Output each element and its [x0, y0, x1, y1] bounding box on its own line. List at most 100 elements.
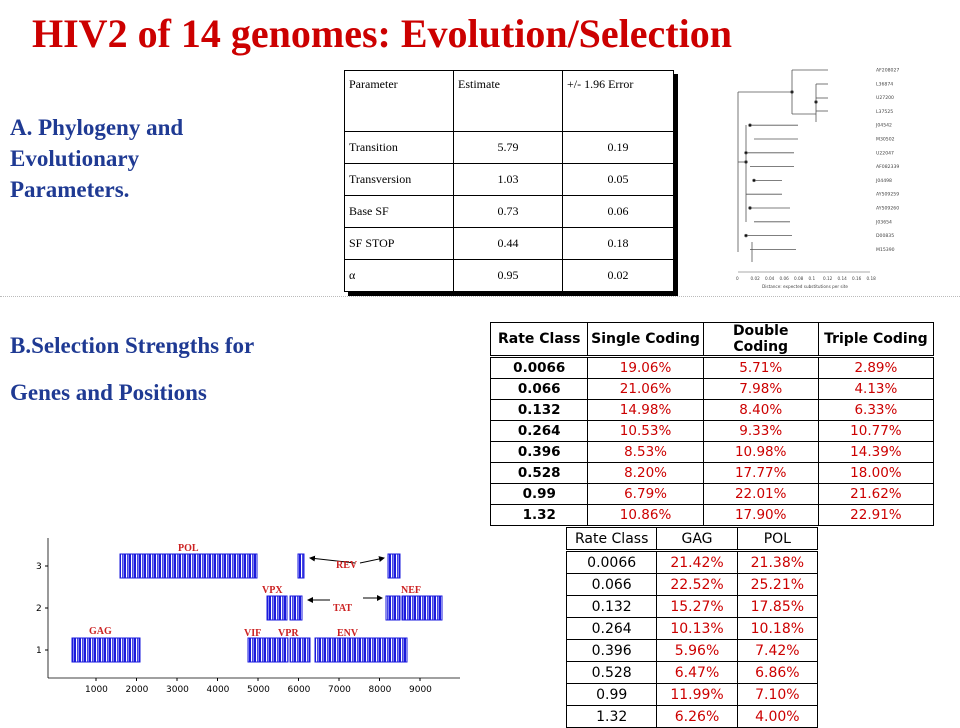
tat-exon2-bar: [385, 595, 401, 621]
rate-class-cell: 0.066: [565, 573, 658, 596]
percentage-cell: 6.86%: [736, 661, 819, 684]
genome-x-tick-label: 3000: [166, 685, 189, 695]
table-header-cell: Double Coding: [702, 322, 819, 358]
genome-x-tick-label: 8000: [369, 685, 392, 695]
pol-gene-bar: [119, 553, 258, 579]
percentage-cell: 10.98%: [702, 441, 819, 463]
percentage-cell: 5.96%: [656, 639, 738, 662]
vif-gene-bar: [247, 637, 289, 663]
tree-axis-tick: 0.1: [809, 276, 816, 281]
table-shadow: [674, 74, 678, 296]
tree-axis-tick: 0.08: [794, 276, 804, 281]
table-header-cell: POL: [736, 527, 819, 552]
percentage-cell: 9.33%: [702, 420, 819, 442]
percentage-cell: 7.98%: [702, 378, 819, 400]
rev-label: REV: [336, 560, 358, 571]
table-row: 0.528 6.47% 6.86%: [565, 661, 819, 684]
percentage-cell: 8.53%: [587, 441, 704, 463]
section-b-heading: B.Selection Strengths for Genes and Posi…: [10, 322, 410, 416]
table-cell: 0.44: [453, 226, 563, 260]
table-row: 0.0066 21.42% 21.38%: [565, 550, 819, 574]
table-row: 0.99 6.79% 22.01% 21.62%: [489, 483, 935, 505]
percentage-cell: 18.00%: [817, 462, 935, 484]
taxon-label: U22047: [876, 150, 894, 156]
tree-axis-tick: 0.02: [751, 276, 761, 281]
table-header-cell: +/- 1.96 Error: [562, 70, 674, 132]
section-a-line: Parameters.: [10, 177, 130, 202]
percentage-cell: 8.40%: [702, 399, 819, 421]
table-cell: 0.73: [453, 194, 563, 228]
table-header-cell: Parameter: [344, 70, 454, 132]
taxon-label: AF082339: [876, 164, 899, 170]
percentage-cell: 14.98%: [587, 399, 704, 421]
table-row: 0.396 5.96% 7.42%: [565, 639, 819, 662]
rate-class-cell: 1.32: [565, 705, 658, 728]
tree-node: [790, 90, 794, 94]
percentage-cell: 17.90%: [702, 504, 819, 526]
env-label: ENV: [337, 628, 359, 639]
table-row: Transition 5.79 0.19: [344, 130, 674, 164]
table-shadow: [348, 292, 678, 296]
slide-title: HIV2 of 14 genomes: Evolution/Selection: [32, 11, 732, 56]
rev-arrow-left: [309, 555, 356, 564]
taxon-label: AY509260: [876, 206, 899, 212]
table-row: 0.132 14.98% 8.40% 6.33%: [489, 399, 935, 421]
percentage-cell: 4.00%: [736, 705, 819, 728]
percentage-cell: 22.01%: [702, 483, 819, 505]
table-cell: 0.05: [562, 162, 674, 196]
table-cell: 0.19: [562, 130, 674, 164]
rate-class-cell: 0.0066: [565, 550, 658, 574]
tree-axis-tick: 0.12: [823, 276, 833, 281]
parameter-table: Parameter Estimate +/- 1.96 Error Transi…: [344, 70, 674, 293]
section-b-line: Genes and Positions: [10, 380, 207, 405]
percentage-cell: 5.71%: [702, 356, 819, 379]
rate-class-cell: 0.396: [565, 639, 658, 662]
table-row: SF STOP 0.44 0.18: [344, 226, 674, 260]
table-row: 0.132 15.27% 17.85%: [565, 595, 819, 618]
percentage-cell: 10.18%: [736, 617, 819, 640]
taxon-label: J03654: [875, 219, 892, 225]
rate-class-cell: 0.528: [565, 661, 658, 684]
alpha-symbol: α: [344, 258, 454, 293]
table-row: 1.32 10.86% 17.90% 22.91%: [489, 504, 935, 526]
taxon-label: U27200: [876, 95, 894, 101]
section-b-line: B.Selection Strengths for: [10, 333, 255, 358]
percentage-cell: 15.27%: [656, 595, 738, 618]
rate-class-cell: 0.066: [489, 378, 589, 400]
tat-label: TAT: [333, 603, 352, 614]
genome-x-tick-label: 7000: [328, 685, 351, 695]
table-header-cell: Single Coding: [587, 322, 704, 358]
table-cell: Transversion: [344, 162, 454, 196]
table-row: Base SF 0.73 0.06: [344, 194, 674, 228]
section-divider: [0, 296, 960, 297]
tree-axis-tick: 0.04: [765, 276, 775, 281]
taxon-label: L36874: [876, 81, 893, 87]
gag-gene-bar: [71, 637, 141, 663]
section-a-heading: A. Phylogeny and Evolutionary Parameters…: [10, 112, 310, 205]
phylogeny-tree: AF208027 L36874 U27200 L37525 J04542 M30502 U2…: [736, 68, 899, 290]
tree-node: [752, 178, 756, 183]
percentage-cell: 7.10%: [736, 683, 819, 706]
table-header-cell: Rate Class: [489, 322, 589, 358]
genome-x-tick-label: 9000: [409, 685, 432, 695]
percentage-cell: 6.47%: [656, 661, 738, 684]
percentage-cell: 21.42%: [656, 550, 738, 574]
table-row: α 0.95 0.02: [344, 258, 674, 293]
percentage-cell: 21.38%: [736, 550, 819, 574]
rate-class-cell: 1.32: [489, 504, 589, 526]
table-row: 0.99 11.99% 7.10%: [565, 683, 819, 706]
percentage-cell: 17.77%: [702, 462, 819, 484]
rate-class-cell: 0.99: [489, 483, 589, 505]
genome-map: 1000 2000 3000 4000 5000 6000 7000 8000 9000321 …: [36, 538, 460, 695]
vpr-label: VPR: [278, 628, 299, 639]
percentage-cell: 17.85%: [736, 595, 819, 618]
tree-node: [748, 123, 752, 127]
table-cell: Base SF: [344, 194, 454, 228]
genome-x-tick-label: 5000: [247, 685, 270, 695]
selection-strength-table: Rate Class Single Coding Double Coding T…: [489, 322, 935, 526]
gag-pol-table: Rate Class GAG POL 0.0066 21.42% 21.38% 0.0…: [565, 527, 819, 728]
rate-class-cell: 0.132: [489, 399, 589, 421]
percentage-cell: 21.06%: [587, 378, 704, 400]
nef-gene-bar: [401, 595, 443, 621]
table-header-cell: Triple Coding: [817, 322, 935, 358]
